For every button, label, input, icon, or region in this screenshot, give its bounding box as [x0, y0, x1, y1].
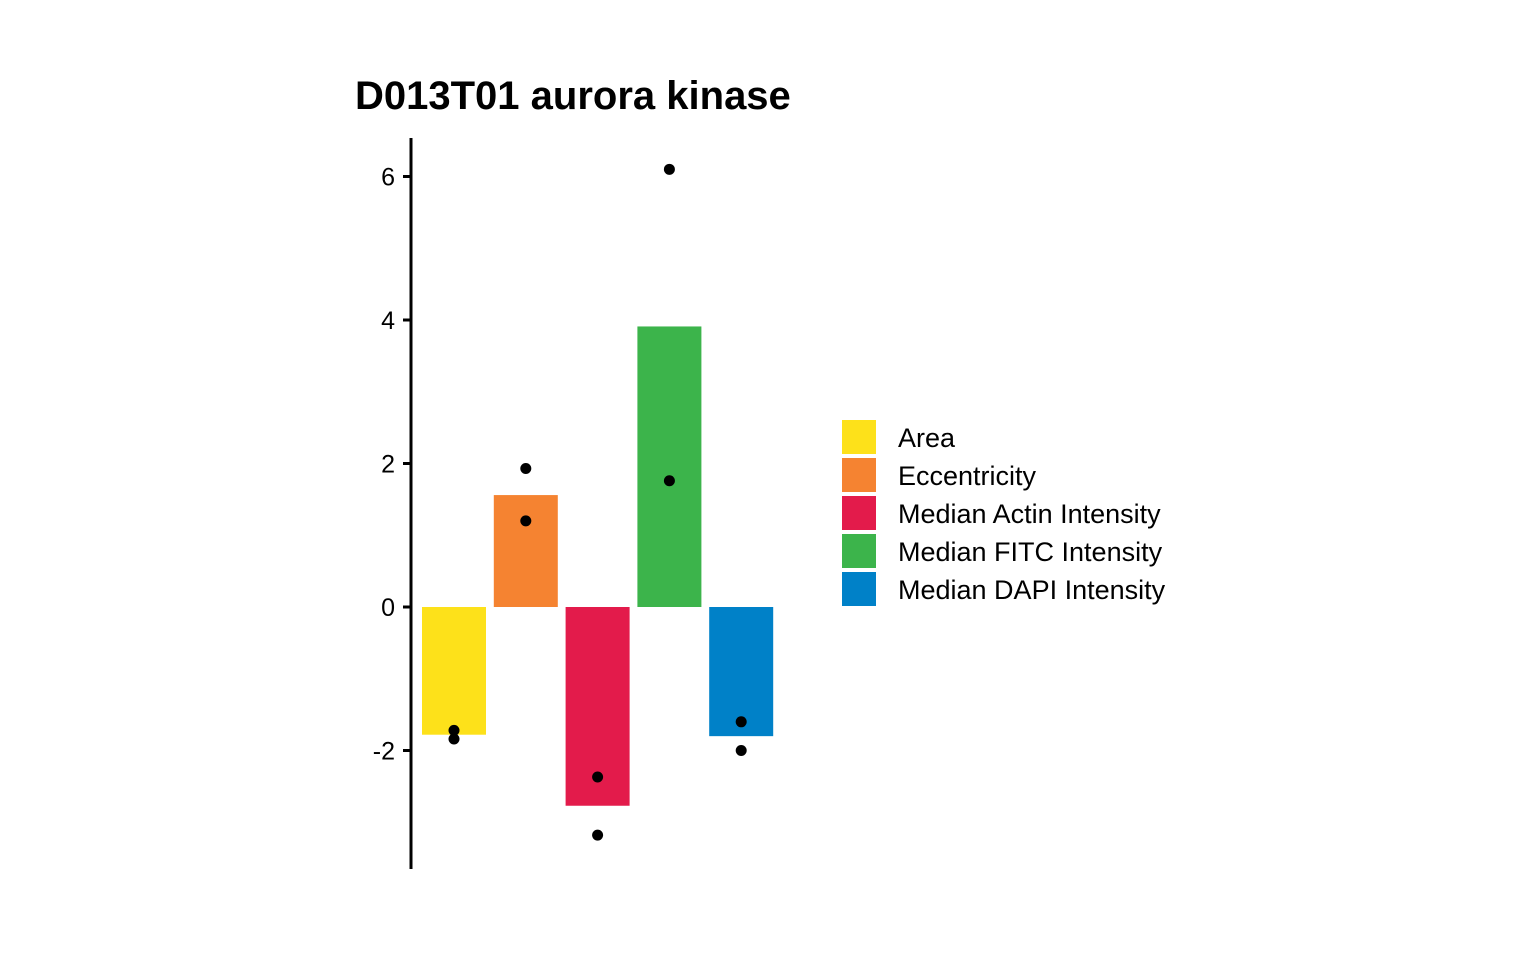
legend-label: Median Actin Intensity: [898, 499, 1161, 529]
legend-label: Median FITC Intensity: [898, 537, 1163, 567]
legend-key: [842, 458, 876, 492]
data-point: [520, 463, 532, 475]
data-point: [735, 716, 747, 728]
data-point: [448, 733, 460, 745]
bar-median-fitc-intensity: [637, 326, 702, 607]
data-point: [592, 771, 604, 783]
data-point: [663, 163, 675, 175]
data-point: [663, 475, 675, 487]
legend-key: [842, 572, 876, 606]
data-point: [735, 745, 747, 756]
legend-key: [842, 534, 876, 568]
y-tick-label: 6: [381, 164, 395, 192]
legend-label: Median DAPI Intensity: [898, 575, 1166, 605]
y-tick-label: -2: [373, 738, 395, 766]
data-point: [592, 829, 604, 841]
legend-key: [842, 420, 876, 454]
bar-area: [422, 607, 486, 735]
bar-eccentricity: [493, 495, 558, 607]
legend-key: [842, 496, 876, 530]
legend-label: Eccentricity: [898, 461, 1037, 491]
data-point: [448, 724, 460, 736]
legend-label: Area: [898, 423, 956, 453]
bar-median-dapi-intensity: [709, 607, 774, 737]
data-point: [520, 515, 532, 527]
y-tick-label: 0: [381, 594, 395, 622]
bars-group: [422, 326, 774, 806]
y-tick-label: 4: [381, 307, 395, 335]
points-group: [448, 163, 747, 841]
chart-title: D013T01 aurora kinase: [355, 74, 791, 118]
y-axis-ticks: -2 0 2 4 6: [373, 164, 411, 766]
legend: Area Eccentricity Median Actin Intensity Me…: [842, 420, 1166, 606]
y-tick-label: 2: [381, 451, 395, 479]
